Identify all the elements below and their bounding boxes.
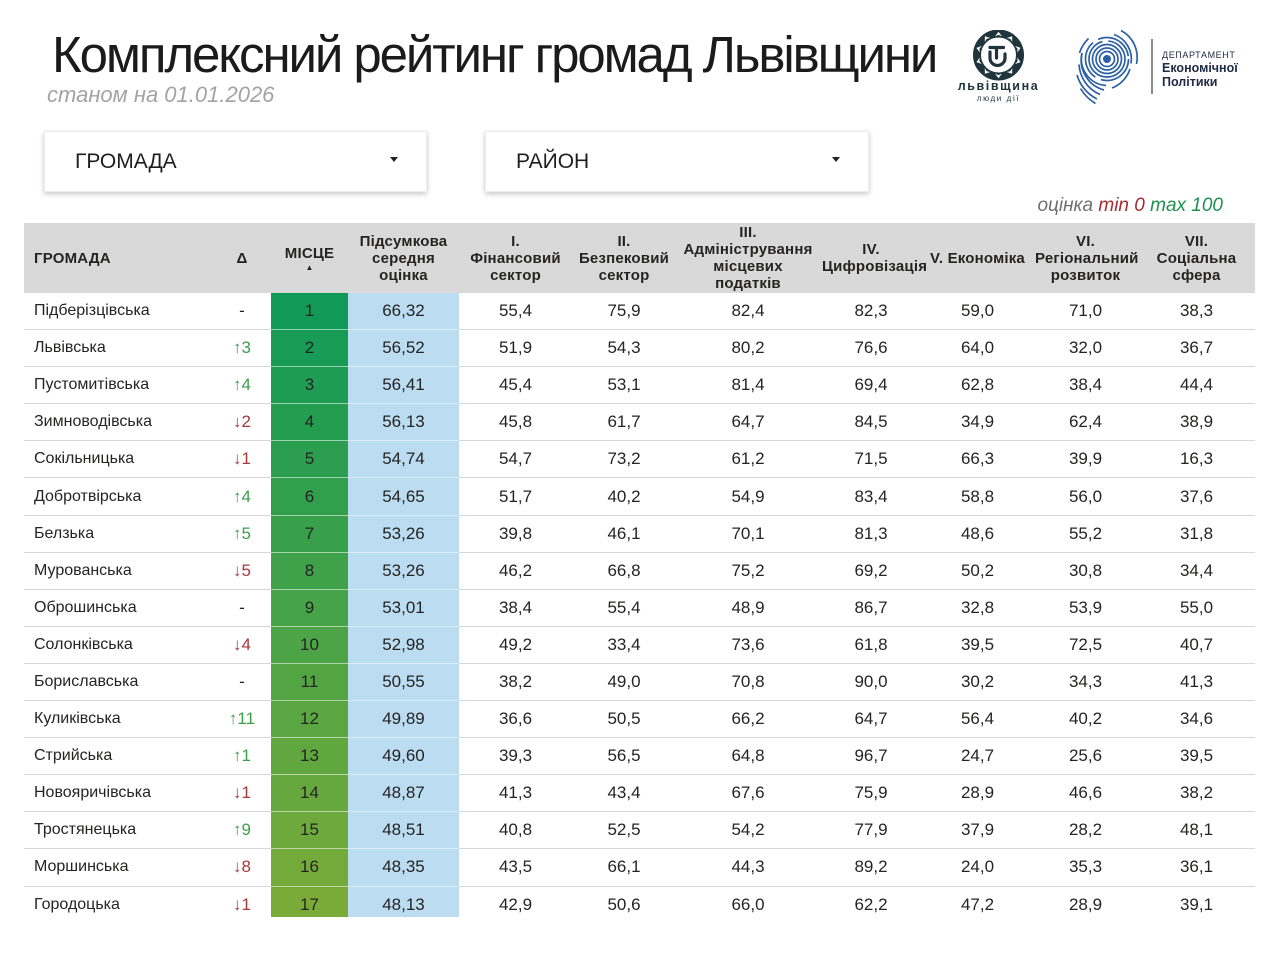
- svg-text:ДЕПАРТАМЕНТ: ДЕПАРТАМЕНТ: [1162, 50, 1235, 60]
- svg-text:львівщина: львівщина: [958, 79, 1040, 93]
- svg-text:Економічної: Економічної: [1162, 61, 1238, 75]
- svg-text:Політики: Політики: [1162, 75, 1217, 89]
- svg-text:люди дії: люди дії: [977, 94, 1020, 103]
